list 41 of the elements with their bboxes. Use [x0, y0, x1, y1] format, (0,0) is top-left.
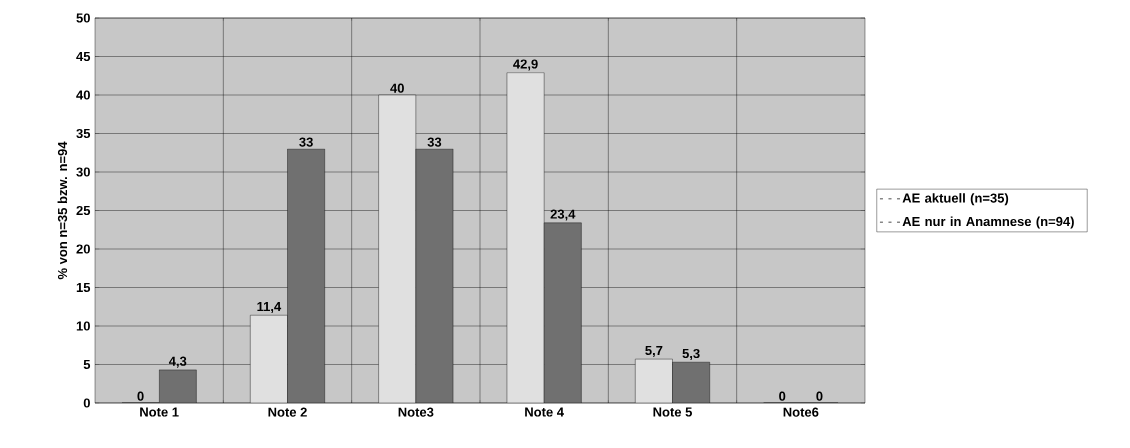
- x-tick-label: Note3: [398, 407, 434, 417]
- data-label: 42,9: [513, 59, 538, 71]
- data-label: 5,7: [645, 345, 663, 357]
- y-tick-label: 25: [76, 205, 91, 216]
- text: AE aktuell (n=35): [902, 193, 1009, 206]
- data-label: 0: [779, 391, 786, 401]
- data-label: 0: [816, 391, 823, 401]
- y-tick-label: 10: [76, 321, 90, 331]
- data-label: 23,4: [550, 209, 576, 221]
- x-tick-label: Note 2: [268, 407, 307, 417]
- y-tick-label: 0: [83, 398, 90, 408]
- y-tick-label: 35: [76, 128, 91, 139]
- y-tick-label: 5: [83, 359, 91, 370]
- y-tick-label: 45: [76, 51, 91, 62]
- y-tick-label: 20: [76, 244, 90, 254]
- text: AE nur in Anamnese (n=94): [902, 216, 1074, 229]
- y-axis-title: % von n=35 bzw. n=94: [57, 141, 68, 280]
- x-tick-label: Note 4: [525, 407, 564, 417]
- y-tick-label: 50: [76, 13, 90, 23]
- x-tick-label: Note 5: [653, 407, 692, 417]
- bar: [635, 358, 673, 403]
- bar: [287, 148, 325, 403]
- bar: [506, 72, 545, 403]
- bar: [672, 361, 710, 403]
- y-tick-label: 40: [76, 90, 90, 100]
- bar: [543, 222, 582, 403]
- data-label: 33: [299, 137, 313, 147]
- x-tick-label: Note 1: [140, 407, 179, 417]
- data-label: 5,3: [682, 348, 700, 360]
- bar: [158, 369, 197, 403]
- y-tick-label: 30: [76, 167, 90, 177]
- bar: [250, 315, 288, 403]
- data-label: 4,3: [168, 356, 187, 368]
- bar: [415, 148, 454, 403]
- x-tick-label: Note6: [783, 407, 819, 417]
- data-label: 11,4: [257, 302, 282, 314]
- data-label: 33: [427, 137, 442, 147]
- data-label: 40: [390, 83, 404, 93]
- y-tick-label: 15: [76, 282, 91, 293]
- data-label: 0: [137, 391, 144, 401]
- bar: [378, 94, 417, 403]
